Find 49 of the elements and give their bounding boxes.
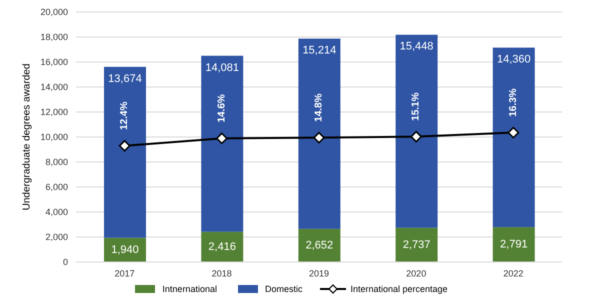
- y-tick-label: 0: [62, 257, 68, 268]
- legend-label: International percentage: [350, 284, 448, 294]
- bar: [492, 48, 535, 228]
- y-tick-label: 16,000: [40, 57, 68, 68]
- x-tick-label: 2020: [406, 268, 426, 278]
- data-label: 14.6%: [216, 94, 228, 123]
- x-tick-label: 2017: [114, 268, 135, 278]
- legend-label: Intnernational: [162, 284, 217, 294]
- y-tick-label: 20,000: [40, 7, 68, 18]
- bar: [396, 228, 438, 262]
- bar: [201, 232, 244, 262]
- point: [508, 126, 520, 138]
- legend-label: Domestic: [264, 284, 302, 294]
- point: [410, 130, 422, 142]
- x-tick-label: 2022: [503, 268, 524, 278]
- bar: [104, 66, 146, 238]
- y-tick-label: 14,000: [40, 82, 68, 92]
- y-axis-title: Undergraduate degrees awarded: [22, 64, 33, 210]
- data-label: 12.4%: [119, 102, 130, 130]
- data-label: 14.8%: [314, 93, 324, 122]
- y-tick-label: 12,000: [40, 107, 68, 118]
- x-tick-label: 2019: [308, 268, 330, 278]
- data-label: 16.3%: [508, 88, 519, 117]
- data-label: 1,940: [111, 244, 139, 256]
- data-label: 14,081: [205, 62, 240, 74]
- y-tick-label: 8,000: [45, 157, 68, 168]
- bar: [396, 34, 438, 228]
- data-label: 14,360: [496, 54, 531, 66]
- x-tick-label: 2018: [212, 268, 232, 278]
- y-tick-label: 10,000: [40, 132, 68, 142]
- point: [216, 132, 228, 144]
- y-tick-label: 18,000: [40, 32, 68, 42]
- y-tick-label: 4,000: [45, 207, 68, 218]
- data-label: 2,416: [208, 240, 236, 253]
- data-label: 15,214: [302, 44, 336, 57]
- y-tick-label: 6,000: [45, 182, 68, 192]
- data-label: 2,791: [500, 238, 528, 251]
- point: [118, 140, 130, 152]
- y-tick-label: 2,000: [45, 232, 68, 242]
- bar: [201, 56, 244, 232]
- data-label: 15,448: [400, 40, 434, 53]
- data-label: 2,652: [306, 239, 334, 252]
- bar: [298, 38, 340, 229]
- data-label: 15.1%: [410, 92, 422, 121]
- data-label: 13,674: [108, 72, 142, 85]
- point: [313, 132, 325, 144]
- data-label: 2,737: [402, 238, 430, 251]
- bar: [492, 227, 535, 262]
- bar: [298, 228, 340, 262]
